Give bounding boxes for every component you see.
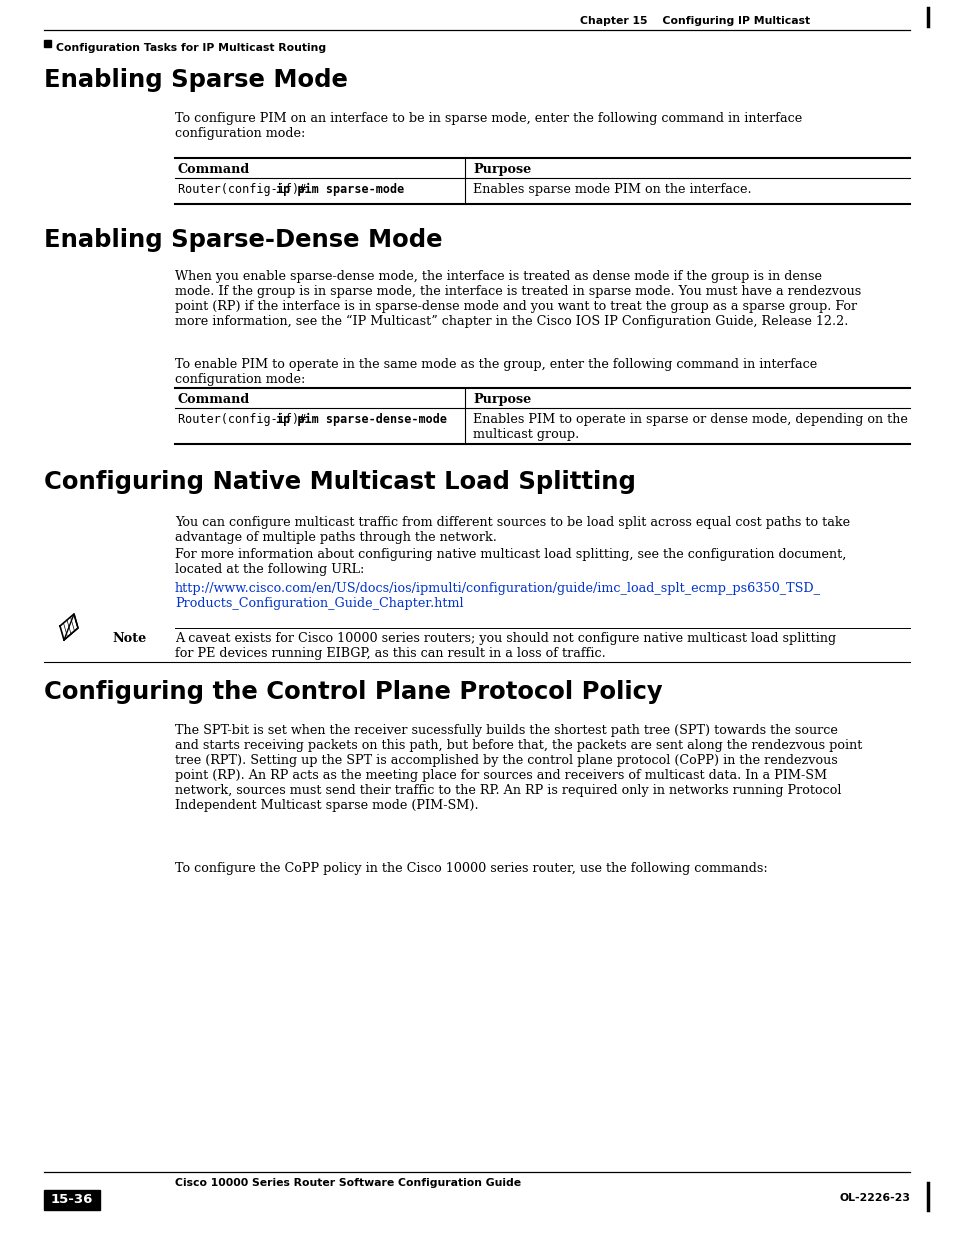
Text: To configure the CoPP policy in the Cisco 10000 series router, use the following: To configure the CoPP policy in the Cisc… xyxy=(174,862,767,876)
Text: When you enable sparse-dense mode, the interface is treated as dense mode if the: When you enable sparse-dense mode, the i… xyxy=(174,270,861,329)
Text: Configuration Tasks for IP Multicast Routing: Configuration Tasks for IP Multicast Rou… xyxy=(56,43,326,53)
Text: Router(config-if)#: Router(config-if)# xyxy=(178,412,313,426)
Text: Purpose: Purpose xyxy=(473,393,531,406)
Text: Enabling Sparse-Dense Mode: Enabling Sparse-Dense Mode xyxy=(44,228,442,252)
Text: Enabling Sparse Mode: Enabling Sparse Mode xyxy=(44,68,348,91)
Text: To configure PIM on an interface to be in sparse mode, enter the following comma: To configure PIM on an interface to be i… xyxy=(174,112,801,140)
Text: Enables PIM to operate in sparse or dense mode, depending on the
multicast group: Enables PIM to operate in sparse or dens… xyxy=(473,412,907,441)
Text: http://www.cisco.com/en/US/docs/ios/ipmulti/configuration/guide/imc_load_splt_ec: http://www.cisco.com/en/US/docs/ios/ipmu… xyxy=(174,582,821,610)
Text: The SPT-bit is set when the receiver sucessfully builds the shortest path tree (: The SPT-bit is set when the receiver suc… xyxy=(174,724,862,811)
Text: You can configure multicast traffic from different sources to be load split acro: You can configure multicast traffic from… xyxy=(174,516,849,543)
Text: Command: Command xyxy=(178,163,250,177)
Text: Purpose: Purpose xyxy=(473,163,531,177)
Text: Configuring the Control Plane Protocol Policy: Configuring the Control Plane Protocol P… xyxy=(44,680,662,704)
Text: Router(config-if)#: Router(config-if)# xyxy=(178,183,313,196)
Text: ip pim sparse-dense-mode: ip pim sparse-dense-mode xyxy=(275,412,447,426)
Text: Enables sparse mode PIM on the interface.: Enables sparse mode PIM on the interface… xyxy=(473,183,751,196)
Text: For more information about configuring native multicast load splitting, see the : For more information about configuring n… xyxy=(174,548,845,576)
Text: Cisco 10000 Series Router Software Configuration Guide: Cisco 10000 Series Router Software Confi… xyxy=(174,1178,520,1188)
Text: A caveat exists for Cisco 10000 series routers; you should not configure native : A caveat exists for Cisco 10000 series r… xyxy=(174,632,835,659)
Text: ip pim sparse-mode: ip pim sparse-mode xyxy=(275,183,404,196)
Bar xyxy=(44,40,51,47)
Text: Chapter 15    Configuring IP Multicast: Chapter 15 Configuring IP Multicast xyxy=(579,16,809,26)
Text: Command: Command xyxy=(178,393,250,406)
Text: To enable PIM to operate in the same mode as the group, enter the following comm: To enable PIM to operate in the same mod… xyxy=(174,358,817,387)
Text: Configuring Native Multicast Load Splitting: Configuring Native Multicast Load Splitt… xyxy=(44,471,636,494)
Text: Note: Note xyxy=(112,632,146,645)
Text: OL-2226-23: OL-2226-23 xyxy=(840,1193,910,1203)
Text: 15-36: 15-36 xyxy=(51,1193,93,1207)
Bar xyxy=(44,1191,100,1210)
